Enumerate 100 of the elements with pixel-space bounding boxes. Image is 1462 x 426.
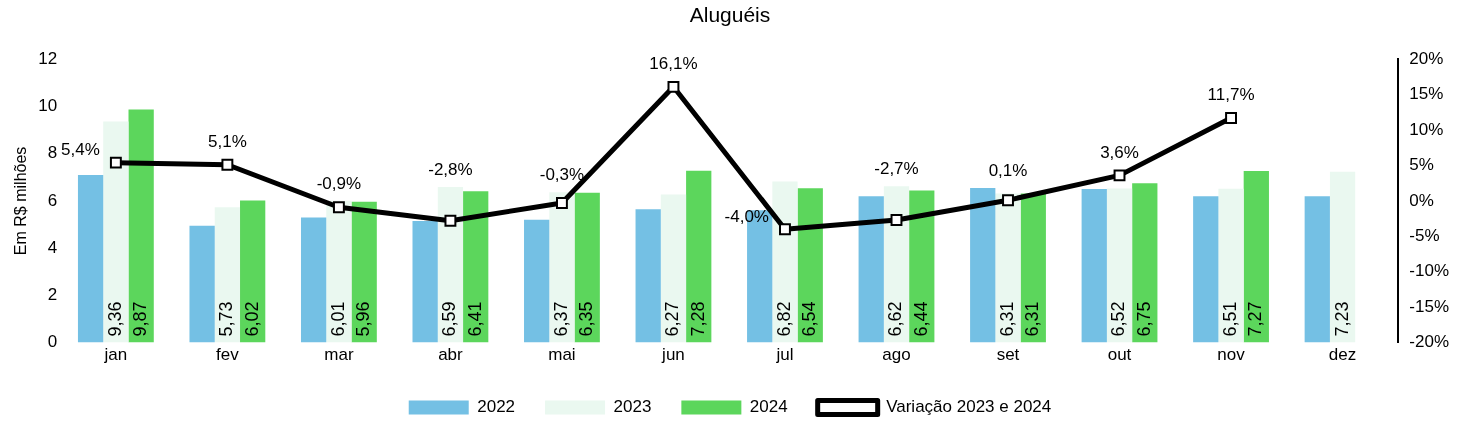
data-label: 6,59 [439,301,460,337]
data-label: -2,7% [874,159,919,179]
y-tick-label: 2 [47,285,58,305]
bar [1020,193,1046,343]
bar [214,207,241,343]
bar [686,170,712,343]
data-label: 6,41 [464,301,485,337]
point [221,158,234,171]
data-label: 6,31 [1022,301,1043,337]
bar [524,219,550,343]
point [555,197,568,209]
bar [1329,171,1356,343]
x-tick-label: out [1107,345,1132,365]
point [444,214,457,227]
x-tick-label: set [996,345,1020,365]
x-tick-label: jul [775,345,794,365]
x-tick-label: fev [216,345,240,365]
x-tick-label: mar [324,345,354,365]
data-label: 5,1% [208,131,247,151]
bar [660,194,687,343]
bar [128,109,154,343]
data-label: 16,1% [649,54,698,74]
bar [1193,196,1219,343]
point [1225,112,1237,124]
bar [883,186,910,343]
bar [635,209,661,343]
data-label: 11,7% [1207,85,1255,105]
x-tick-label: nov [1217,345,1246,365]
point [332,201,345,214]
data-label: 6,52 [1108,301,1129,337]
data-label: 6,54 [799,301,820,337]
point [1002,194,1014,207]
data-label: 6,31 [996,301,1017,337]
bar [412,220,438,343]
y-tick-label: 12 [38,48,58,68]
y2-tick-label: 10% [1409,119,1444,139]
bar [574,192,600,343]
data-label: 5,73 [216,301,237,337]
bar [240,200,266,343]
bar [103,121,129,343]
data-label: -0,3% [539,165,585,185]
point [890,214,903,226]
bar [326,200,352,343]
y2-tick-label: -20% [1409,332,1449,352]
data-label: -4,0% [724,206,769,226]
legend-label: 2022 [477,397,516,417]
y-axis-title: Em R$ milhões [12,146,30,256]
data-label: 6,62 [885,301,906,337]
bar [970,187,996,343]
legend-label: 2024 [749,397,788,417]
bar [463,191,489,343]
data-label: 7,23 [1331,301,1352,337]
bar [1218,188,1244,343]
legend-label: 2023 [613,397,652,417]
x-tick-label: dez [1328,345,1357,365]
bar [858,196,884,343]
data-label: 6,35 [576,301,597,337]
x-tick-label: jun [661,345,685,365]
bar [1106,188,1133,343]
legend-label: Variação 2023 e 2024 [886,397,1052,417]
y-tick-label: 10 [38,96,58,116]
y2-tick-label: 20% [1409,48,1444,68]
data-label: 6,75 [1133,301,1154,337]
bar [77,174,104,343]
bar [995,193,1021,343]
point [109,156,122,169]
y2-tick-label: -10% [1409,261,1449,281]
data-label: 7,27 [1245,301,1266,337]
y2-tick-label: -5% [1409,226,1440,246]
data-label: 6,02 [241,301,262,337]
data-label: 6,01 [327,301,348,337]
chart-title: Aluguéis [689,3,771,27]
data-label: 5,96 [353,301,374,337]
y-tick-label: 0 [47,332,58,352]
y-tick-label: 8 [47,143,58,163]
data-label: 6,27 [662,301,683,337]
y2-tick-label: -15% [1409,296,1449,316]
data-label: 5,4% [61,140,100,160]
data-label: -2,8% [428,160,473,180]
x-tick-label: jan [103,345,128,365]
bar [437,186,464,343]
y2-tick-label: 15% [1409,84,1444,104]
bar [189,225,215,343]
bar [549,192,575,343]
x-tick-label: ago [882,345,911,365]
y2-tick-label: 0% [1409,190,1434,210]
data-label: 6,82 [773,301,794,337]
data-label: 6,37 [550,301,571,337]
data-label: 9,36 [104,301,125,337]
y2-tick-label: 5% [1409,155,1434,175]
bar [1081,189,1107,343]
point [779,223,791,236]
point [667,80,680,93]
bar [1304,196,1330,343]
data-label: 9,87 [130,301,151,337]
bar [1243,170,1269,343]
data-label: 0,1% [988,161,1028,181]
y-tick-label: 6 [47,190,58,210]
x-tick-label: mai [548,345,576,365]
bar [300,217,327,343]
